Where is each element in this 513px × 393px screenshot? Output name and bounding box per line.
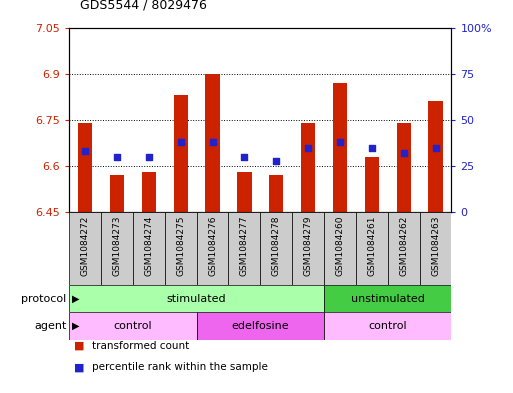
- Text: GSM1084279: GSM1084279: [304, 216, 312, 276]
- Text: ■: ■: [74, 341, 85, 351]
- Point: [400, 150, 408, 156]
- Text: GSM1084260: GSM1084260: [336, 216, 344, 276]
- Bar: [133, 212, 165, 285]
- Text: GSM1084277: GSM1084277: [240, 216, 249, 276]
- Bar: [173, 95, 188, 212]
- Bar: [397, 123, 411, 212]
- Point: [336, 139, 344, 145]
- Text: GSM1084263: GSM1084263: [431, 216, 440, 276]
- Bar: [69, 212, 101, 285]
- Text: percentile rank within the sample: percentile rank within the sample: [92, 362, 268, 373]
- Bar: [420, 212, 451, 285]
- Point: [176, 139, 185, 145]
- Text: GSM1084273: GSM1084273: [112, 216, 122, 276]
- Bar: [356, 212, 388, 285]
- Bar: [69, 312, 196, 340]
- Text: control: control: [368, 321, 407, 331]
- Text: GSM1084274: GSM1084274: [144, 216, 153, 276]
- Bar: [69, 285, 324, 312]
- Bar: [165, 212, 196, 285]
- Point: [368, 144, 376, 151]
- Text: GSM1084272: GSM1084272: [81, 216, 90, 276]
- Bar: [428, 101, 443, 212]
- Bar: [324, 212, 356, 285]
- Bar: [324, 312, 451, 340]
- Text: agent: agent: [34, 321, 67, 331]
- Bar: [101, 212, 133, 285]
- Point: [81, 148, 89, 154]
- Text: GDS5544 / 8029476: GDS5544 / 8029476: [80, 0, 206, 12]
- Bar: [237, 172, 251, 212]
- Bar: [333, 83, 347, 212]
- Bar: [228, 212, 261, 285]
- Bar: [365, 157, 379, 212]
- Text: ▶: ▶: [72, 294, 80, 304]
- Text: protocol: protocol: [22, 294, 67, 304]
- Point: [272, 157, 281, 163]
- Bar: [110, 175, 124, 212]
- Bar: [301, 123, 315, 212]
- Bar: [269, 175, 284, 212]
- Text: GSM1084275: GSM1084275: [176, 216, 185, 276]
- Text: GSM1084261: GSM1084261: [367, 216, 377, 276]
- Bar: [388, 212, 420, 285]
- Text: ▶: ▶: [72, 321, 80, 331]
- Text: GSM1084262: GSM1084262: [399, 216, 408, 276]
- Point: [145, 154, 153, 160]
- Text: edelfosine: edelfosine: [231, 321, 289, 331]
- Point: [431, 144, 440, 151]
- Text: unstimulated: unstimulated: [351, 294, 425, 304]
- Bar: [205, 74, 220, 212]
- Text: transformed count: transformed count: [92, 341, 190, 351]
- Text: ■: ■: [74, 362, 85, 373]
- Bar: [142, 172, 156, 212]
- Point: [208, 139, 216, 145]
- Bar: [324, 285, 451, 312]
- Bar: [196, 312, 324, 340]
- Text: GSM1084276: GSM1084276: [208, 216, 217, 276]
- Point: [304, 144, 312, 151]
- Text: control: control: [114, 321, 152, 331]
- Bar: [261, 212, 292, 285]
- Text: GSM1084278: GSM1084278: [272, 216, 281, 276]
- Text: stimulated: stimulated: [167, 294, 226, 304]
- Point: [240, 154, 248, 160]
- Point: [113, 154, 121, 160]
- Bar: [78, 123, 92, 212]
- Bar: [292, 212, 324, 285]
- Bar: [196, 212, 228, 285]
